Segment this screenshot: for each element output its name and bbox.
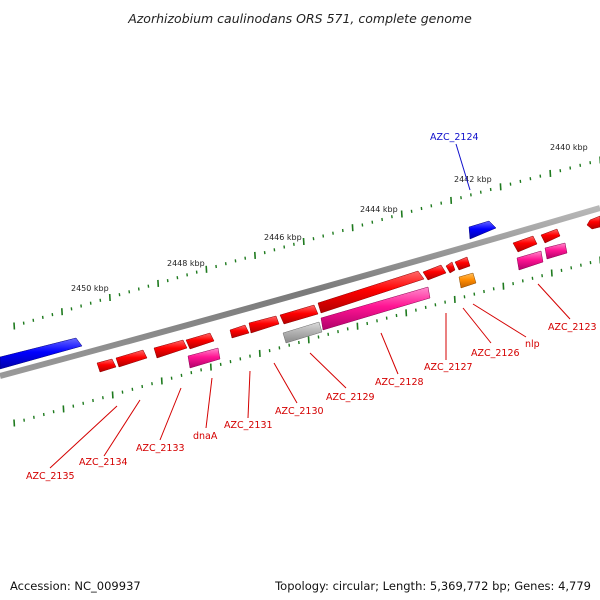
tick-label-2440: 2440 kbp: [550, 143, 588, 152]
gene-label-azc-2123[interactable]: AZC_2123: [548, 322, 597, 333]
gene-magenta-2121[interactable]: [544, 242, 568, 260]
gene-azc-2135[interactable]: [96, 358, 117, 373]
gene-track: [0, 215, 600, 373]
gene-red-small-2[interactable]: [454, 256, 471, 271]
tick-label-2442: 2442 kbp: [454, 175, 492, 184]
gene-label-azc-2135[interactable]: AZC_2135: [26, 471, 75, 482]
outer-scale-ticks: [13, 156, 600, 330]
gene-red-2131b[interactable]: [229, 324, 250, 339]
gene-azc-2123[interactable]: [586, 215, 600, 230]
gene-label-azc-2130[interactable]: AZC_2130: [275, 406, 324, 417]
leader-line-azc-2134: [103, 399, 141, 457]
gene-red-2121[interactable]: [540, 228, 561, 244]
gene-azc-2131[interactable]: [248, 315, 280, 334]
gene-label-azc-2127[interactable]: AZC_2127: [424, 362, 473, 373]
leader-line-azc-2126: [462, 307, 492, 344]
leader-line-azc-2135: [49, 405, 118, 469]
gene-label-azc-2126[interactable]: AZC_2126: [471, 348, 520, 359]
gene-azc-2130[interactable]: [279, 304, 319, 325]
gene-azc-2124[interactable]: [468, 220, 497, 240]
gene-blue-left[interactable]: [0, 337, 83, 370]
gene-label-dnaa[interactable]: dnaA: [193, 431, 218, 442]
gene-label-azc-2131[interactable]: AZC_2131: [224, 420, 273, 431]
gene-label-azc-2134[interactable]: AZC_2134: [79, 457, 128, 468]
leader-line-azc-2130: [273, 362, 298, 404]
label-leader-lines: [49, 143, 571, 469]
tick-label-2446: 2446 kbp: [264, 233, 302, 242]
gene-magenta-2122[interactable]: [516, 250, 544, 271]
gene-label-azc-2128[interactable]: AZC_2128: [375, 377, 424, 388]
gene-label-azc-2133[interactable]: AZC_2133: [136, 443, 185, 454]
genome-info-text: Topology: circular; Length: 5,369,772 bp…: [275, 579, 591, 593]
tick-label-2448: 2448 kbp: [167, 259, 205, 268]
gene-label-nlp[interactable]: nlp: [525, 339, 540, 350]
gene-label-azc-2129[interactable]: AZC_2129: [326, 392, 375, 403]
gene-azc-2129[interactable]: [320, 286, 431, 331]
map-title: Azorhizobium caulinodans ORS 571, comple…: [127, 11, 472, 26]
leader-line-azc-2129: [309, 352, 347, 389]
tick-label-2444: 2444 kbp: [360, 205, 398, 214]
gene-red-small-1[interactable]: [445, 261, 456, 274]
leader-line-azc-2128: [380, 332, 399, 375]
leader-line-azc-2123: [537, 283, 571, 320]
gene-grey[interactable]: [282, 321, 323, 344]
gene-azc-2125[interactable]: [512, 235, 538, 253]
inner-scale-ticks: [13, 256, 600, 427]
leader-line-dnaa: [205, 377, 213, 429]
gene-label-azc-2124[interactable]: AZC_2124: [430, 132, 479, 143]
tick-label-2450: 2450 kbp: [71, 284, 109, 293]
leader-line-azc-2124: [455, 143, 471, 191]
gene-azc-2127[interactable]: [422, 264, 447, 281]
gene-labels: AZC_2124 AZC_2123 nlp AZC_2126 AZC_2127 …: [26, 132, 597, 482]
accession-text: Accession: NC_009937: [10, 579, 141, 593]
gene-nlp[interactable]: [458, 272, 477, 289]
scale-labels: 2440 kbp 2442 kbp 2444 kbp 2446 kbp 2448…: [71, 143, 588, 293]
genome-backbone: [0, 205, 600, 379]
gene-azc-2133[interactable]: [153, 339, 188, 359]
leader-line-azc-2133: [159, 387, 182, 441]
leader-line-nlp: [472, 303, 527, 338]
gene-azc-2128[interactable]: [317, 270, 425, 314]
gene-magenta-dnaa[interactable]: [187, 347, 221, 369]
leader-line-azc-2131: [247, 370, 251, 419]
gene-azc-2134[interactable]: [115, 349, 148, 368]
gene-dnaa[interactable]: [185, 332, 215, 350]
